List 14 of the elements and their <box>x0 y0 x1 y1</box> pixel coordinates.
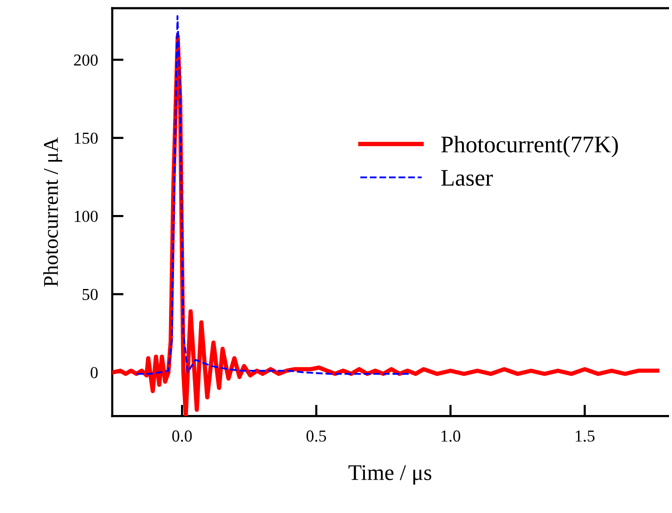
y-tick-label: 50 <box>82 288 98 300</box>
x-tick-label: 0.0 <box>172 430 192 442</box>
y-tick-label: 150 <box>74 132 98 144</box>
x-tick-label: 0.5 <box>306 430 326 442</box>
y-tick-label: 0 <box>90 366 98 378</box>
x-axis-title: Time / μs <box>348 465 432 485</box>
legend-label: Laser <box>441 170 493 186</box>
legend-label: Photocurrent(77K) <box>441 136 618 158</box>
y-axis-title: Photocurrent / μA <box>43 137 62 287</box>
y-tick-label: 100 <box>74 210 98 222</box>
line-series <box>136 15 410 375</box>
x-tick-label: 1.5 <box>576 430 595 442</box>
y-tick-label: 200 <box>74 54 98 66</box>
x-tick-label: 1.0 <box>442 430 460 442</box>
